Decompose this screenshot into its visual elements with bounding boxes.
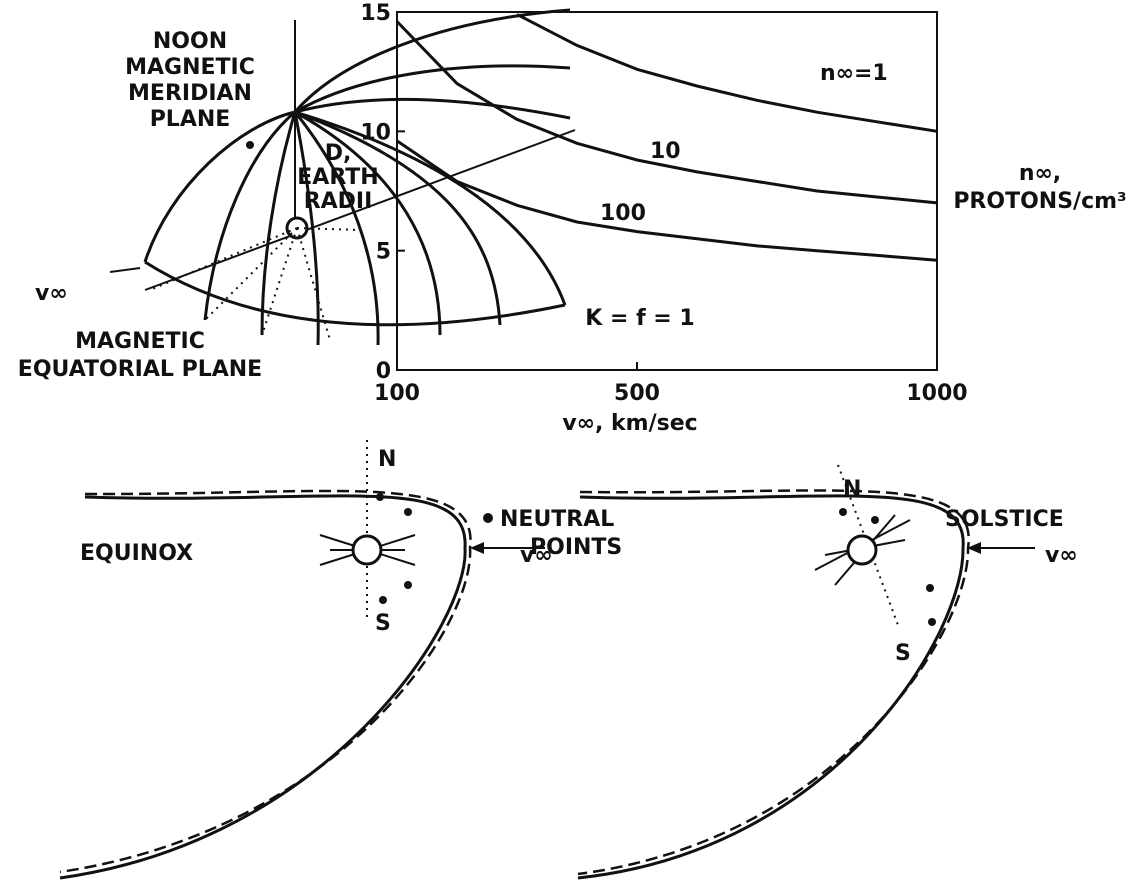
diagram-title: EQUINOX — [80, 541, 193, 566]
x-tick-label: 1000 — [906, 381, 967, 406]
noon-label: NOON — [153, 29, 227, 54]
diagram-title: SOLSTICE — [945, 507, 1064, 532]
y-tick-label: 10 — [360, 120, 391, 145]
series-label: 10 — [650, 139, 681, 164]
x-tick-label: 500 — [614, 381, 660, 406]
chart: D, EARTH RADII n∞, PROTONS/cm³ v∞, km/se… — [297, 1, 1126, 436]
solstice-diagram: SOLSTICE N S v∞ — [578, 465, 1078, 878]
y-tick-label: 15 — [360, 1, 391, 26]
series-label: 100 — [600, 201, 646, 226]
north-label: N — [843, 477, 861, 502]
legend: NEUTRAL POINTS — [483, 507, 622, 560]
series-label: n∞=1 — [820, 61, 888, 86]
x-axis-label: v∞, km/sec — [562, 411, 697, 436]
y-axis-label: RADII — [304, 189, 373, 214]
y-axis-label: EARTH — [297, 165, 378, 190]
velocity-label: v∞ — [35, 281, 68, 306]
equatorial-label: MAGNETIC — [75, 329, 205, 354]
south-label: S — [375, 611, 391, 636]
equatorial-label: EQUATORIAL PLANE — [18, 357, 262, 382]
equinox-diagram: EQUINOX N S v∞ — [60, 440, 553, 878]
y-tick-label: 5 — [376, 240, 391, 265]
legend-label: POINTS — [530, 535, 622, 560]
legend-label: NEUTRAL — [500, 507, 614, 532]
right-label: n∞, — [1019, 161, 1061, 186]
noon-label: PLANE — [150, 107, 231, 132]
line-series — [397, 22, 937, 203]
noon-label: MERIDIAN — [128, 81, 252, 106]
noon-label: MAGNETIC — [125, 55, 255, 80]
north-label: N — [378, 447, 396, 472]
velocity-label: v∞ — [1045, 543, 1078, 568]
annotation: K = f = 1 — [585, 306, 694, 331]
y-axis-label: D, — [325, 141, 352, 166]
x-tick-label: 100 — [374, 381, 420, 406]
south-label: S — [895, 641, 911, 666]
right-label: PROTONS/cm³ — [953, 189, 1126, 214]
figure: NOON MAGNETIC MERIDIAN PLANE v∞ MAGNETIC… — [0, 0, 1140, 883]
